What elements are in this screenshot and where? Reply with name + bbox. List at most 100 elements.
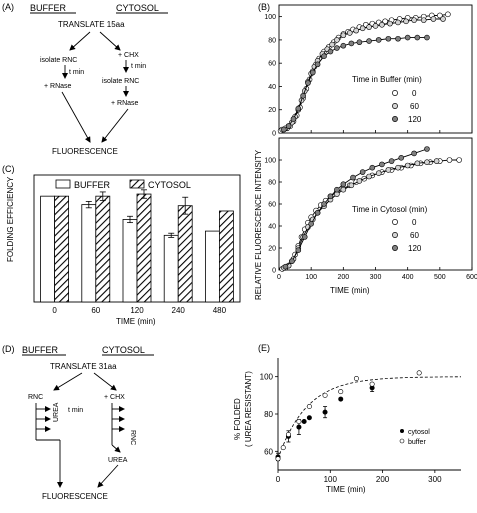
panel-a: (A) BUFFER CYTOSOL TRANSLATE 15aa isolat…	[2, 2, 168, 156]
panel-d-fluorescence: FLUORESCENCE	[42, 492, 108, 501]
panel-d: (D) BUFFER CYTOSOL TRANSLATE 31aa RNC + …	[2, 344, 154, 501]
bar-buffer-0	[40, 195, 55, 303]
e-point-buffer	[285, 432, 291, 438]
b-top-ytick-label: 100	[264, 14, 276, 21]
panel-e-ylabel-1: % FOLDED	[233, 398, 242, 440]
e-point-cytosol	[322, 409, 328, 415]
legend-e-buffer-label: buffer	[408, 439, 426, 446]
bar-buffer-480	[204, 230, 220, 303]
panel-c-ylabel: FOLDING EFFICIENCY	[6, 176, 15, 262]
panel-a-t-min: t min	[69, 69, 84, 76]
b-bottom-ytick-label: 100	[264, 158, 276, 165]
b-bottom-point-60	[424, 159, 430, 165]
b-bottom-point-120	[321, 201, 327, 207]
b-bottom-point-60	[375, 170, 382, 176]
e-point-buffer	[353, 376, 359, 382]
panel-d-rnc: RNC	[28, 394, 43, 401]
b-bottom-xtick-label: 200	[337, 274, 349, 281]
b-top-point-60	[395, 19, 401, 26]
b-bottom-point-120	[424, 146, 430, 152]
panel-a-buffer-header: BUFFER	[30, 3, 67, 13]
panel-b-bottom-marks	[279, 146, 462, 272]
e-xtick-label: 200	[376, 475, 390, 484]
b-top-point-120	[305, 80, 311, 86]
bar-buffer-120	[122, 219, 138, 303]
b-bottom-point-120	[308, 221, 314, 227]
panel-a-rnase-2: + RNase	[111, 100, 139, 107]
b-bottom-xtick-label: 0	[277, 274, 281, 281]
e-point-buffer	[416, 370, 422, 376]
panel-b: (B) RELATIVE FLUORESCENCE INTENSITY TIME…	[254, 2, 477, 300]
b-bottom-point-120	[411, 150, 417, 157]
legend-cytosol-swatch	[129, 179, 145, 189]
panel-e-axes: 60 80 100 0 100 200 300	[260, 373, 442, 484]
bar-buffer-60	[81, 204, 97, 303]
bar-cytosol-120	[136, 193, 152, 303]
bar-cytosol-240	[177, 205, 193, 303]
b-top-point-60	[329, 41, 335, 48]
legend-bottom-marker-0	[392, 219, 398, 225]
e-point-buffer	[275, 456, 281, 462]
panel-e-ylabel-2: ( UREA RESISTANT)	[244, 371, 253, 447]
b-top-point-120	[314, 61, 321, 68]
b-bottom-point-60	[414, 160, 421, 167]
b-top-point-0	[445, 11, 451, 18]
b-bottom-ytick-label: 80	[268, 180, 276, 187]
c-xtick-label: 480	[213, 306, 227, 315]
e-point-cytosol	[338, 396, 344, 402]
b-top-point-120	[285, 123, 292, 129]
legend-bottom-marker-120	[392, 245, 398, 251]
panel-a-chx: + CHX	[118, 52, 139, 59]
arrow-fluor-right	[101, 108, 129, 143]
b-bottom-point-120	[282, 263, 289, 270]
b-top-point-120	[295, 105, 302, 112]
b-bottom-point-120	[359, 169, 366, 175]
b-top-point-120	[290, 116, 297, 122]
b-top-point-60	[411, 17, 417, 23]
legend-e-buffer-marker	[399, 438, 405, 444]
legend-top-item-60: 60	[410, 102, 419, 111]
panel-d-buffer-header: BUFFER	[22, 345, 59, 355]
b-bottom-ytick-label: 60	[268, 202, 276, 209]
legend-bottom-item-0: 0	[412, 218, 417, 227]
b-top-ytick-label: 40	[268, 84, 276, 91]
panel-c: (C) FOLDING EFFICIENCY TIME (min) BUFFER…	[2, 164, 241, 326]
b-top-point-120	[414, 34, 421, 41]
b-top-ytick-label: 0	[272, 131, 276, 138]
panel-a-t-min-2: t min	[131, 63, 146, 70]
e-point-buffer	[338, 389, 344, 395]
b-top-point-120	[375, 37, 382, 43]
b-top-point-120	[327, 48, 334, 55]
b-bottom-point-60	[395, 164, 401, 171]
bar-cytosol-60	[95, 195, 111, 303]
e-point-buffer	[306, 404, 312, 410]
b-top-point-60	[359, 25, 366, 32]
b-bottom-point-60	[356, 178, 363, 184]
b-bottom-xtick-label: 600	[466, 274, 477, 281]
b-top-point-0	[382, 18, 388, 25]
panel-b-top-marks	[277, 11, 451, 134]
b-top-point-120	[340, 42, 347, 49]
b-bottom-point-0	[446, 157, 453, 163]
b-bottom-point-120	[379, 161, 385, 168]
legend-buffer-swatch	[55, 179, 71, 189]
b-bottom-point-120	[289, 258, 295, 265]
panel-b-bottom-frame	[278, 137, 473, 271]
c-xtick-label: 240	[172, 306, 186, 315]
legend-top-marker-60	[392, 103, 398, 109]
b-top-point-60	[430, 16, 437, 22]
e-xtick-label: 100	[324, 475, 338, 484]
c-xtick-label: 60	[91, 306, 100, 315]
e-xtick-label: 0	[276, 475, 281, 484]
b-top-point-60	[340, 32, 347, 39]
panel-a-label: (A)	[2, 2, 14, 12]
e-point-cytosol	[296, 424, 302, 430]
b-top-point-120	[348, 40, 355, 47]
legend-e-cytosol-marker	[400, 429, 404, 433]
b-bottom-point-120	[314, 210, 321, 216]
panel-c-xlabel: TIME (min)	[116, 317, 156, 326]
arrow-to-isolate	[69, 31, 91, 51]
b-top-point-120	[309, 69, 316, 76]
e-point-buffer	[296, 418, 302, 424]
panel-a-isolate-rnc-2: isolate RNC	[102, 78, 139, 85]
